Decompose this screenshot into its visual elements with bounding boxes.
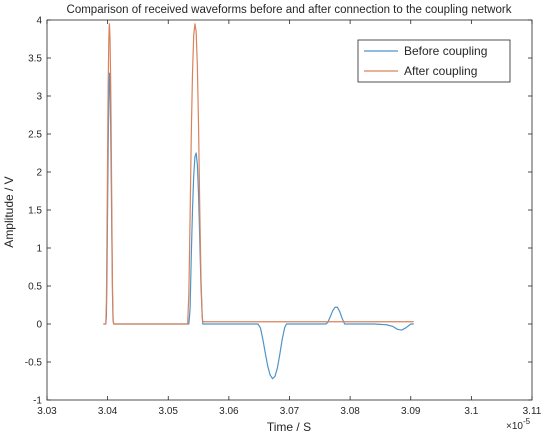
y-tick-label: 4 [36,16,42,27]
y-tick-label: 1.5 [28,206,42,217]
y-tick-label: 1 [36,244,42,255]
x-tick-label: 3.1 [464,406,478,417]
plot-area [47,20,532,400]
y-tick-label: 2.5 [28,130,42,141]
y-tick-label: 0.5 [28,282,42,293]
x-axis-exponent-power: -5 [523,417,531,426]
x-tick-label: 3.11 [523,406,542,417]
x-tick-label: 3.08 [340,406,360,417]
y-tick-label: 0 [36,320,42,331]
y-tick-label: 3 [36,92,42,103]
legend-box [357,39,511,83]
x-axis: 3.03 3.04 3.05 3.06 3.07 3.08 3.09 3.1 3.11 [37,20,542,417]
y-axis: -1 -0.5 0 0.5 1 1.5 2 2.5 3 3.5 4 [25,16,532,407]
series-layer [103,23,414,380]
x-tick-label: 3.07 [280,406,300,417]
x-tick-label: 3.05 [159,406,179,417]
legend-label-after: After coupling [404,64,477,78]
chart-title: Comparison of received waveforms before … [67,4,512,16]
x-axis-label: Time / S [267,420,311,434]
x-tick-label: 3.04 [98,406,118,417]
x-axis-exponent: ×10-5 [506,417,531,432]
legend-label-before: Before coupling [404,44,487,58]
y-tick-label: -1 [33,396,42,407]
y-axis-label: Amplitude / V [2,176,16,247]
y-tick-label: 2 [36,168,42,179]
series-line-1 [103,23,414,325]
x-tick-label: 3.09 [401,406,421,417]
y-tick-label: -0.5 [25,358,43,369]
legend: Before coupling After coupling [357,39,511,83]
x-tick-label: 3.06 [219,406,239,417]
y-tick-label: 3.5 [28,54,42,65]
x-axis-exponent-base: ×10 [506,421,523,432]
x-tick-label: 3.03 [37,406,57,417]
